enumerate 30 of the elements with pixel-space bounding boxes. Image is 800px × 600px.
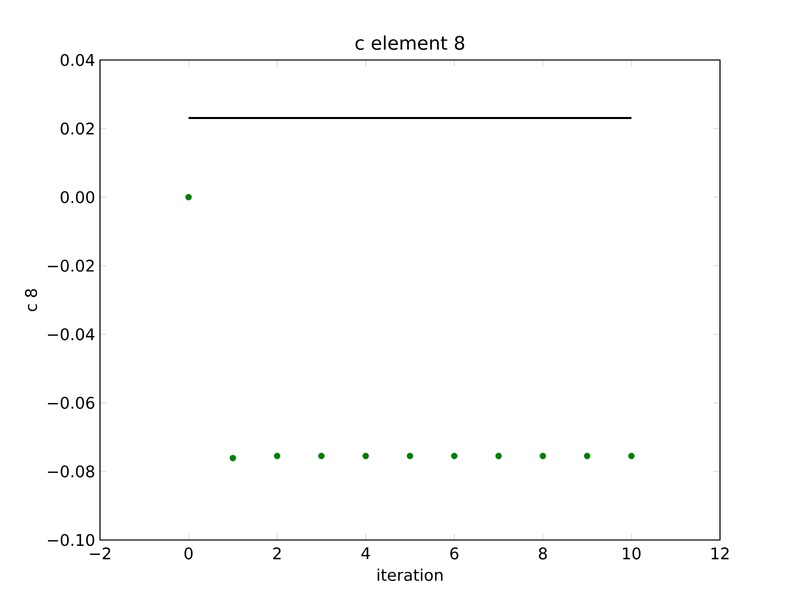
point [451,452,458,460]
point [230,454,236,462]
y-tick-label: −0.10 [48,534,94,546]
point [406,452,414,460]
y-tick-label: −0.02 [48,260,94,272]
point [628,452,635,460]
x-tick-label: 2 [273,547,281,560]
x-tick-label: 8 [538,547,547,560]
x-axis-title: iteration [378,568,442,582]
x-tick-label: −2 [90,547,110,560]
x-tick-label: 0 [184,547,193,560]
point [185,194,192,200]
point [362,452,369,460]
y-axis-title: c 8 [24,289,38,312]
point [584,452,590,460]
x-tick-label: 6 [450,547,458,560]
x-tick-label: 4 [361,547,370,560]
point [495,452,502,460]
y-tick-label: 0.02 [60,122,94,135]
y-tick-label: −0.08 [48,465,94,478]
y-tick-label: 0.00 [60,191,94,204]
chart-title: c element 8 [356,36,464,50]
point [540,452,546,460]
x-tick-label: 12 [712,547,729,560]
y-tick-label: −0.06 [48,396,94,409]
x-tick-label: 10 [623,547,641,560]
point [274,452,280,460]
y-tick-label: 0.04 [60,54,94,66]
y-tick-label: −0.04 [48,328,94,340]
point [318,452,325,460]
